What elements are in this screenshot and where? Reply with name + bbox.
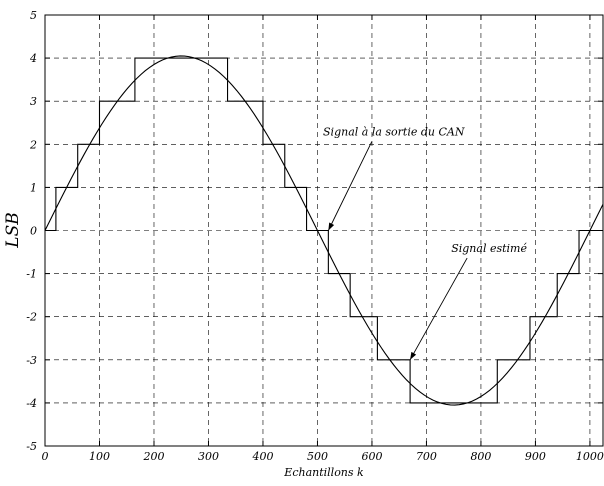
x-tick-label: 900 [525,450,546,463]
y-tick-label: -5 [26,440,37,453]
x-tick-label: 600 [361,450,382,463]
x-tick-label: 800 [470,450,491,463]
x-tick-label: 500 [307,450,328,463]
x-axis-label: Echantillons k [283,466,364,479]
y-tick-label: -1 [26,268,37,281]
y-tick-label: 0 [30,225,37,238]
x-tick-label: 200 [142,450,164,463]
y-tick-label: -2 [26,311,37,324]
annotation-label: Signal estimé [451,242,527,255]
y-tick-label: 2 [29,138,37,151]
annotation-label: Signal à la sortie du CAN [323,126,465,139]
y-tick-label: 1 [30,181,37,194]
y-tick-label: 4 [29,52,37,65]
y-tick-label: -4 [26,397,37,410]
x-tick-label: 300 [198,450,219,463]
x-tick-label: 700 [416,450,437,463]
x-tick-label: 0 [42,450,49,463]
y-tick-label: -3 [26,354,37,367]
x-tick-label: 400 [251,450,273,463]
x-tick-label: 100 [89,450,110,463]
x-tick-label: 1000 [576,450,604,463]
y-tick-label: 5 [30,9,37,22]
y-tick-label: 3 [30,95,37,108]
y-axis-label: LSB [3,212,23,248]
